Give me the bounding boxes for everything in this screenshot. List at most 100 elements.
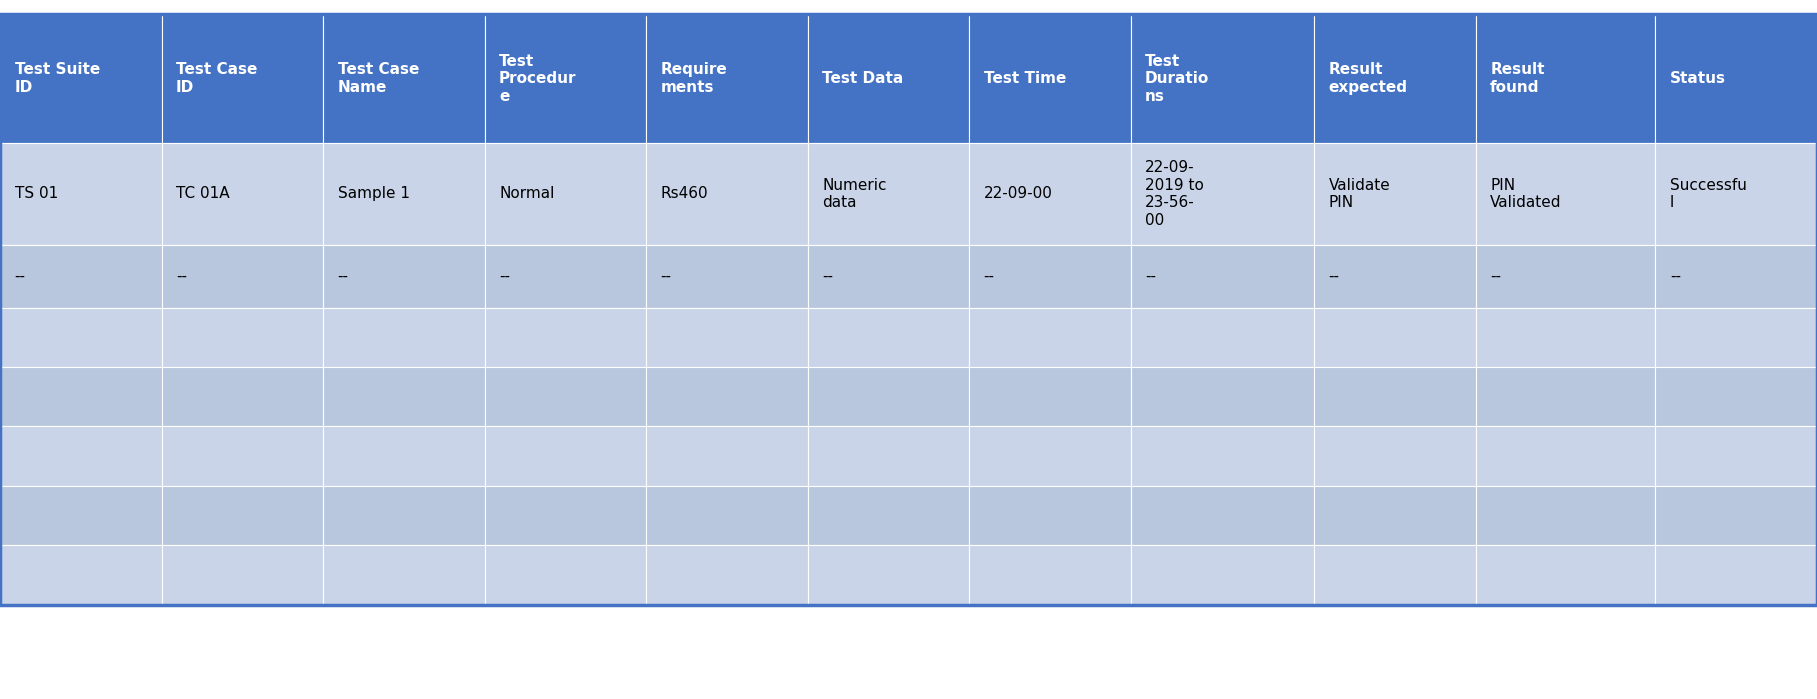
Text: --: -- xyxy=(338,268,349,284)
Bar xyxy=(807,143,968,245)
Bar xyxy=(647,14,807,143)
Bar xyxy=(1130,486,1314,545)
Bar xyxy=(1130,308,1314,367)
Text: PIN
Validated: PIN Validated xyxy=(1490,178,1561,210)
Bar xyxy=(485,245,647,308)
Bar xyxy=(1130,367,1314,426)
Bar xyxy=(485,545,647,605)
Bar xyxy=(807,308,968,367)
Bar xyxy=(1130,245,1314,308)
Bar xyxy=(1314,245,1475,308)
Bar xyxy=(1655,426,1817,486)
Bar xyxy=(807,14,968,143)
Bar xyxy=(968,14,1130,143)
Bar xyxy=(485,308,647,367)
Bar xyxy=(1475,367,1655,426)
Text: --: -- xyxy=(983,268,994,284)
Bar xyxy=(807,245,968,308)
Text: Numeric
data: Numeric data xyxy=(821,178,887,210)
Bar xyxy=(1475,143,1655,245)
Bar xyxy=(0,545,162,605)
Bar xyxy=(647,367,807,426)
Bar xyxy=(647,143,807,245)
Bar xyxy=(162,245,323,308)
Bar xyxy=(647,486,807,545)
Bar xyxy=(0,14,162,143)
Text: 22-09-00: 22-09-00 xyxy=(983,187,1052,201)
Bar xyxy=(968,245,1130,308)
Bar xyxy=(1314,426,1475,486)
Text: --: -- xyxy=(821,268,832,284)
Bar xyxy=(1475,545,1655,605)
Text: --: -- xyxy=(1145,268,1156,284)
Text: Status: Status xyxy=(1670,71,1726,86)
Text: --: -- xyxy=(661,268,672,284)
Text: --: -- xyxy=(176,268,187,284)
Bar xyxy=(1314,545,1475,605)
Bar xyxy=(485,367,647,426)
Bar xyxy=(1314,143,1475,245)
Text: Successfu
l: Successfu l xyxy=(1670,178,1746,210)
Text: --: -- xyxy=(15,268,25,284)
Bar xyxy=(323,367,485,426)
Bar xyxy=(162,14,323,143)
Bar xyxy=(323,426,485,486)
Bar xyxy=(485,143,647,245)
Text: Require
ments: Require ments xyxy=(661,62,727,95)
Bar xyxy=(807,486,968,545)
Text: TC 01A: TC 01A xyxy=(176,187,229,201)
Bar xyxy=(323,308,485,367)
Bar xyxy=(1655,545,1817,605)
Text: Test
Duratio
ns: Test Duratio ns xyxy=(1145,54,1210,103)
Bar xyxy=(162,308,323,367)
Bar xyxy=(0,245,162,308)
Bar xyxy=(162,426,323,486)
Bar xyxy=(968,308,1130,367)
Bar xyxy=(1314,308,1475,367)
Bar xyxy=(807,545,968,605)
Bar xyxy=(968,426,1130,486)
Bar xyxy=(1655,308,1817,367)
Bar xyxy=(968,367,1130,426)
Bar xyxy=(0,143,162,245)
Bar xyxy=(0,486,162,545)
Bar xyxy=(0,308,162,367)
Text: --: -- xyxy=(1490,268,1501,284)
Bar xyxy=(1475,486,1655,545)
Bar xyxy=(0,426,162,486)
Bar xyxy=(1130,143,1314,245)
Text: Test Case
ID: Test Case ID xyxy=(176,62,258,95)
Text: Test Suite
ID: Test Suite ID xyxy=(15,62,100,95)
Bar xyxy=(647,308,807,367)
Text: Test
Procedur
e: Test Procedur e xyxy=(500,54,576,103)
Bar xyxy=(1475,426,1655,486)
Bar xyxy=(485,426,647,486)
Bar xyxy=(162,143,323,245)
Text: Test Case
Name: Test Case Name xyxy=(338,62,420,95)
Bar xyxy=(162,545,323,605)
Bar xyxy=(1314,367,1475,426)
Bar xyxy=(1655,143,1817,245)
Bar xyxy=(0,367,162,426)
Bar xyxy=(1475,14,1655,143)
Bar xyxy=(807,367,968,426)
Bar xyxy=(0,14,1817,605)
Bar xyxy=(1130,545,1314,605)
Text: Rs460: Rs460 xyxy=(661,187,709,201)
Bar xyxy=(323,545,485,605)
Bar xyxy=(647,545,807,605)
Bar xyxy=(162,367,323,426)
Bar xyxy=(485,486,647,545)
Bar xyxy=(323,486,485,545)
Text: --: -- xyxy=(500,268,511,284)
Bar xyxy=(1655,245,1817,308)
Text: Result
expected: Result expected xyxy=(1328,62,1408,95)
Bar xyxy=(1475,308,1655,367)
Text: --: -- xyxy=(1328,268,1339,284)
Text: Result
found: Result found xyxy=(1490,62,1544,95)
Text: Normal: Normal xyxy=(500,187,554,201)
Bar xyxy=(323,143,485,245)
Text: Validate
PIN: Validate PIN xyxy=(1328,178,1390,210)
Bar xyxy=(1314,486,1475,545)
Text: Test Time: Test Time xyxy=(983,71,1067,86)
